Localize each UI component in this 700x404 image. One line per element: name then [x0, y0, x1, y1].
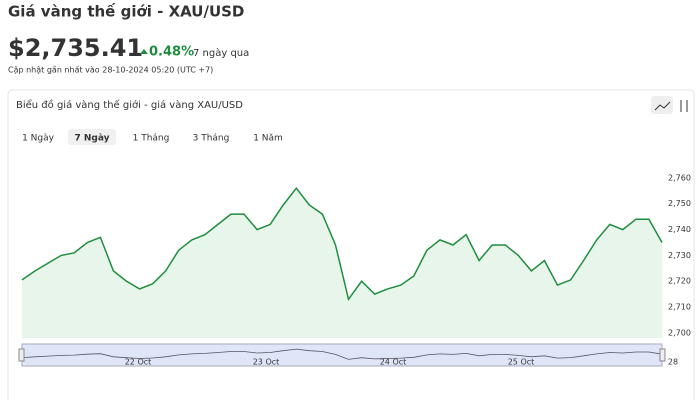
price: $2,735.41 [8, 34, 143, 62]
updated: Cập nhật gần nhất vào 28-10-2024 05:20 (… [8, 65, 213, 76]
tab[interactable]: 7 Ngày [74, 134, 109, 144]
panel-title: Biểu đồ giá vàng thế giới - giá vàng XAU… [16, 98, 243, 111]
nav-handle-right[interactable] [659, 348, 666, 362]
line-icon[interactable] [651, 96, 673, 114]
navigator-label: 22 Oct [125, 358, 152, 367]
y-tick-label: 2,740 [668, 225, 691, 234]
nav-handle-left[interactable] [18, 348, 25, 362]
tab-selected [68, 129, 116, 145]
tab[interactable]: 1 Ngày [22, 134, 55, 144]
tab[interactable]: 1 Năm [253, 134, 283, 144]
area [22, 188, 662, 338]
change: 0.48% [149, 45, 194, 60]
page-title: Giá vàng thế giới - XAU/USD [8, 2, 244, 21]
line-icon-glyph [654, 101, 671, 111]
candle-icon[interactable] [680, 100, 688, 112]
navigator-label: 23 Oct [253, 358, 280, 367]
tab[interactable]: 1 Tháng [133, 134, 170, 144]
y-tick-label: 2,750 [668, 199, 691, 208]
navigator-line [21, 348, 663, 360]
tab[interactable]: 3 Tháng [193, 134, 230, 144]
navigator-label: 25 Oct [508, 358, 535, 367]
y-tick-label: 2,760 [668, 173, 691, 182]
navigator-label: 24 Oct [380, 358, 407, 367]
price-line [21, 186, 663, 302]
up-arrow [140, 49, 148, 54]
y-tick-label: 2,720 [668, 277, 691, 286]
period: 7 ngày qua [193, 47, 249, 59]
panel [7, 89, 695, 404]
navigator [21, 343, 663, 367]
y-tick-label: 2,700 [668, 328, 691, 337]
y-tick-label: 2,730 [668, 251, 691, 260]
navigator-label: 28 [668, 358, 678, 367]
y-tick-label: 2,710 [668, 303, 691, 312]
